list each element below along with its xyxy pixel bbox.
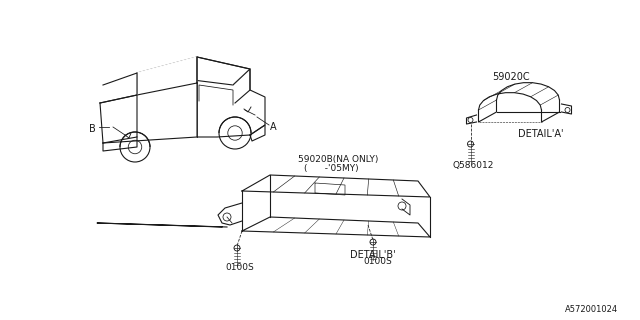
- Polygon shape: [100, 73, 137, 103]
- Text: A: A: [270, 122, 276, 132]
- Text: Q586012: Q586012: [452, 161, 494, 170]
- Text: 59020B(NA ONLY): 59020B(NA ONLY): [298, 155, 378, 164]
- Text: 0100S: 0100S: [225, 263, 253, 272]
- Text: (      -'05MY): ( -'05MY): [304, 164, 358, 173]
- Text: 0100S: 0100S: [363, 257, 392, 266]
- Text: A572001024: A572001024: [565, 305, 618, 314]
- Polygon shape: [233, 69, 250, 103]
- Text: DETAIL'A': DETAIL'A': [518, 129, 563, 139]
- Text: B: B: [89, 124, 96, 134]
- Text: DETAIL'B': DETAIL'B': [350, 250, 396, 260]
- Polygon shape: [199, 85, 233, 105]
- Polygon shape: [137, 57, 197, 95]
- Text: 59020C: 59020C: [492, 72, 530, 82]
